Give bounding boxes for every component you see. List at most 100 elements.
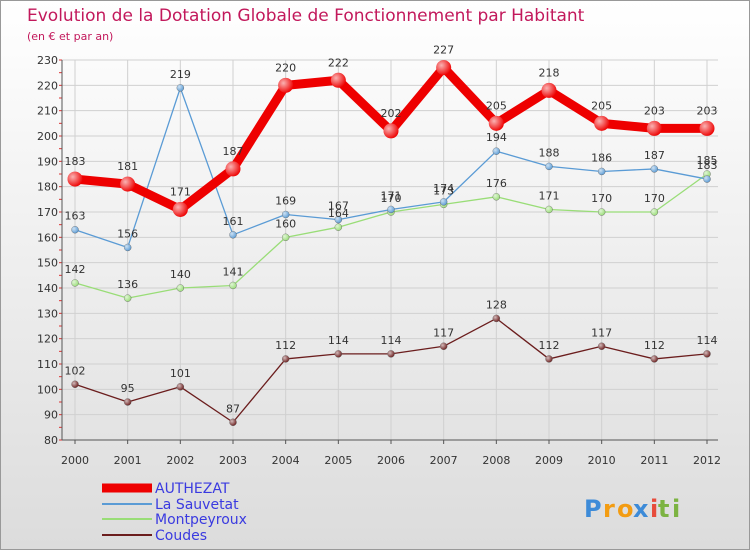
x-tick-label: 2008 <box>482 454 510 467</box>
data-point-highlight <box>124 243 132 251</box>
data-point-highlight <box>334 216 342 224</box>
proxiti-logo: P r o x i t i <box>584 495 680 523</box>
data-label: 187 <box>644 149 665 162</box>
y-tick-label: 190 <box>37 155 58 168</box>
data-point-highlight <box>71 380 79 388</box>
data-point-highlight <box>541 82 557 98</box>
data-point-highlight <box>492 147 500 155</box>
x-tick-label: 2009 <box>535 454 563 467</box>
data-point-highlight <box>176 84 184 92</box>
data-label: 164 <box>328 207 349 220</box>
data-point-highlight <box>229 418 237 426</box>
x-tick-label: 2007 <box>430 454 458 467</box>
data-point-highlight <box>229 231 237 239</box>
data-label: 222 <box>328 56 349 69</box>
x-tick-label: 2004 <box>272 454 300 467</box>
data-label: 102 <box>65 364 86 377</box>
logo-letter: x <box>633 495 649 523</box>
data-point-highlight <box>387 205 395 213</box>
data-point-highlight <box>172 201 188 217</box>
data-label: 220 <box>275 61 296 74</box>
x-tick-label: 2003 <box>219 454 247 467</box>
data-label: 161 <box>223 215 244 228</box>
data-label: 163 <box>65 210 86 223</box>
logo-letter: t <box>658 495 669 523</box>
data-point-highlight <box>387 350 395 358</box>
data-point-highlight <box>598 208 606 216</box>
legend-label: AUTHEZAT <box>155 481 230 497</box>
data-label: 167 <box>328 200 349 213</box>
data-point-highlight <box>646 120 662 136</box>
data-label: 171 <box>170 185 191 198</box>
data-label: 112 <box>539 339 560 352</box>
data-label: 205 <box>486 99 507 112</box>
data-label: 169 <box>275 195 296 208</box>
x-tick-label: 2001 <box>114 454 142 467</box>
y-tick-label: 210 <box>37 105 58 118</box>
y-tick-label: 170 <box>37 206 58 219</box>
data-point-highlight <box>330 72 346 88</box>
y-tick-label: 130 <box>37 307 58 320</box>
data-label: 114 <box>381 334 402 347</box>
data-point-highlight <box>594 115 610 131</box>
data-label: 187 <box>223 145 244 158</box>
data-label: 203 <box>697 104 718 117</box>
y-tick-label: 230 <box>37 54 58 67</box>
series-layer <box>67 60 715 426</box>
data-label: 170 <box>381 192 402 205</box>
data-point-highlight <box>124 294 132 302</box>
data-label: 219 <box>170 68 191 81</box>
data-label: 171 <box>539 189 560 202</box>
data-label: 218 <box>539 66 560 79</box>
data-label: 188 <box>539 146 560 159</box>
data-label: 174 <box>433 182 454 195</box>
data-label: 160 <box>275 217 296 230</box>
data-point-highlight <box>124 398 132 406</box>
data-point-highlight <box>436 60 452 76</box>
y-tick-label: 80 <box>44 434 58 447</box>
data-label: 114 <box>328 334 349 347</box>
y-tick-label: 220 <box>37 79 58 92</box>
data-label: 117 <box>591 326 612 339</box>
data-label: 183 <box>697 159 718 172</box>
data-point-highlight <box>598 342 606 350</box>
axes: 8090100110120130140150160170180190200210… <box>37 54 721 467</box>
data-point-highlight <box>120 176 136 192</box>
y-tick-label: 150 <box>37 257 58 270</box>
x-tick-label: 2002 <box>166 454 194 467</box>
y-tick-label: 200 <box>37 130 58 143</box>
data-point-highlight <box>545 205 553 213</box>
data-label: 183 <box>65 155 86 168</box>
x-tick-label: 2006 <box>377 454 405 467</box>
x-tick-label: 2005 <box>324 454 352 467</box>
data-point-highlight <box>703 350 711 358</box>
data-label: 95 <box>121 382 135 395</box>
x-tick-label: 2012 <box>693 454 721 467</box>
data-point-highlight <box>225 161 241 177</box>
chart-title: Evolution de la Dotation Globale de Fonc… <box>27 6 585 26</box>
data-point-highlight <box>703 170 711 178</box>
data-label: 185 <box>697 154 718 167</box>
data-point-highlight <box>67 171 83 187</box>
data-label: 202 <box>381 107 402 120</box>
data-label: 176 <box>486 177 507 190</box>
x-tick-label: 2011 <box>640 454 668 467</box>
data-label: 173 <box>433 184 454 197</box>
logo-letter: r <box>603 495 615 523</box>
data-point-highlight <box>282 233 290 241</box>
chart-subtitle: (en € et par an) <box>27 30 113 43</box>
data-label: 87 <box>226 402 240 415</box>
y-tick-label: 180 <box>37 181 58 194</box>
data-point-highlight <box>71 226 79 234</box>
data-label: 156 <box>117 227 138 240</box>
data-label: 112 <box>644 339 665 352</box>
data-point-highlight <box>278 77 294 93</box>
data-label: 171 <box>381 189 402 202</box>
data-point-highlight <box>334 350 342 358</box>
data-label: 128 <box>486 298 507 311</box>
logo-letter: i <box>672 495 680 523</box>
data-label: 203 <box>644 104 665 117</box>
data-point-highlight <box>650 165 658 173</box>
